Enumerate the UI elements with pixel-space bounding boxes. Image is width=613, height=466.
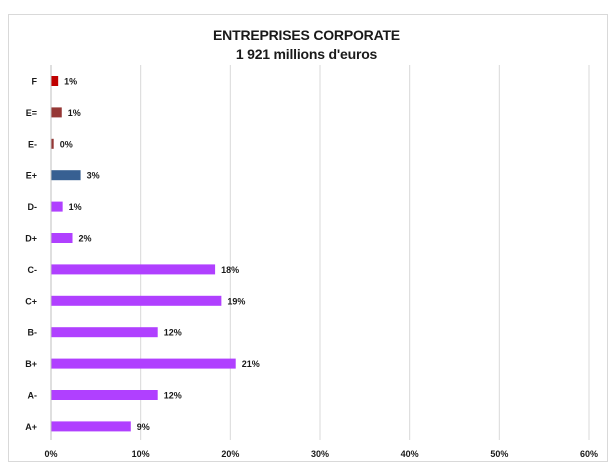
x-tick-label: 40% — [401, 449, 419, 459]
category-label: E- — [28, 139, 37, 149]
category-label: A- — [28, 391, 38, 401]
value-label: 1% — [68, 108, 81, 118]
value-label: 1% — [69, 202, 82, 212]
category-label: C+ — [25, 296, 37, 306]
value-labels: 1% 1% 0% 3% 1% 2% 18% 19% 12% 21% 12% 9% — [60, 77, 260, 432]
x-tick-label: 20% — [221, 449, 239, 459]
bar-C+ — [51, 295, 222, 306]
x-tick-label: 30% — [311, 449, 329, 459]
category-label: C- — [28, 265, 38, 275]
category-label: A+ — [25, 422, 37, 432]
value-label: 12% — [164, 391, 182, 401]
x-tick-label: 50% — [490, 449, 508, 459]
bar-D+ — [51, 233, 73, 243]
value-label: 12% — [164, 328, 182, 338]
value-label: 0% — [60, 139, 73, 149]
category-label: E= — [26, 108, 37, 118]
bar-F — [51, 76, 59, 86]
chart-subtitle: 1 921 millions d'euros — [235, 46, 378, 62]
value-label: 2% — [79, 234, 92, 244]
category-labels: F E= E- E+ D- D+ C- C+ B- B+ A- A+ — [25, 77, 37, 432]
chart-title: ENTREPRISES CORPORATE — [213, 27, 400, 43]
value-label: 21% — [242, 359, 260, 369]
gridlines — [140, 65, 590, 440]
category-label: B- — [28, 328, 38, 338]
value-label: 18% — [221, 265, 239, 275]
bar-A+ — [51, 421, 131, 432]
bars — [51, 76, 236, 432]
category-label: F — [32, 77, 38, 87]
x-tick-label: 60% — [580, 449, 598, 459]
value-label: 9% — [137, 422, 150, 432]
x-axis-ticks: 0% 10% 20% 30% 40% 50% 60% — [44, 449, 598, 459]
bar-B+ — [51, 358, 236, 369]
chart-frame — [8, 14, 608, 462]
bar-B- — [51, 327, 158, 338]
value-label: 19% — [227, 296, 245, 306]
bar-C- — [51, 264, 216, 275]
bar-E+ — [51, 170, 81, 181]
bar-A- — [51, 390, 158, 400]
category-label: D+ — [25, 234, 37, 244]
value-label: 3% — [87, 171, 100, 181]
bar-E- — [51, 138, 54, 149]
category-label: D- — [28, 202, 38, 212]
x-tick-label: 10% — [132, 449, 150, 459]
x-tick-label: 0% — [44, 449, 57, 459]
category-label: B+ — [25, 359, 37, 369]
value-label: 1% — [64, 77, 77, 87]
category-label: E+ — [26, 171, 37, 181]
bar-E= — [51, 107, 62, 118]
bar-D- — [51, 201, 63, 212]
